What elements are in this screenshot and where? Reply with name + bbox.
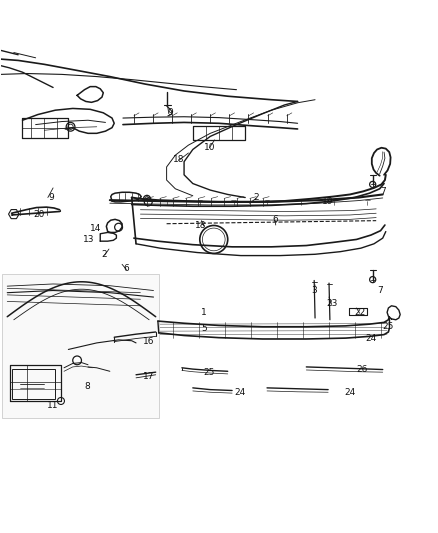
Circle shape [73,356,81,365]
Circle shape [145,198,152,206]
Text: 7: 7 [378,286,383,295]
FancyBboxPatch shape [2,274,159,418]
Circle shape [370,277,376,282]
Text: 9: 9 [167,108,173,117]
Text: 16: 16 [142,337,154,346]
Circle shape [57,398,64,405]
Text: 24: 24 [344,387,356,397]
Text: 22: 22 [354,308,365,317]
Text: 25: 25 [383,322,394,331]
Text: 6: 6 [124,264,129,273]
Text: 14: 14 [90,223,102,232]
Circle shape [115,223,123,231]
Text: 25: 25 [204,368,215,377]
Text: 19: 19 [321,197,333,206]
Text: 26: 26 [357,365,368,374]
Text: 17: 17 [142,372,154,381]
Text: 1: 1 [201,308,207,317]
Text: 2: 2 [102,250,107,259]
Text: 20: 20 [33,211,45,220]
Text: 6: 6 [272,215,278,224]
Text: 11: 11 [46,401,58,410]
Text: 8: 8 [84,382,90,391]
Text: 24: 24 [234,387,246,397]
Text: 13: 13 [83,235,95,244]
Text: 23: 23 [326,299,337,308]
Text: 10: 10 [204,143,215,152]
Circle shape [66,123,75,131]
Text: 7: 7 [380,187,385,196]
Text: 18: 18 [173,155,184,164]
Circle shape [370,181,376,188]
Text: 24: 24 [365,334,377,343]
Text: 18: 18 [195,221,206,230]
Text: 9: 9 [48,193,54,202]
Circle shape [144,195,150,203]
Text: 3: 3 [311,286,317,295]
Text: 5: 5 [201,324,207,333]
Text: 2: 2 [253,193,259,202]
